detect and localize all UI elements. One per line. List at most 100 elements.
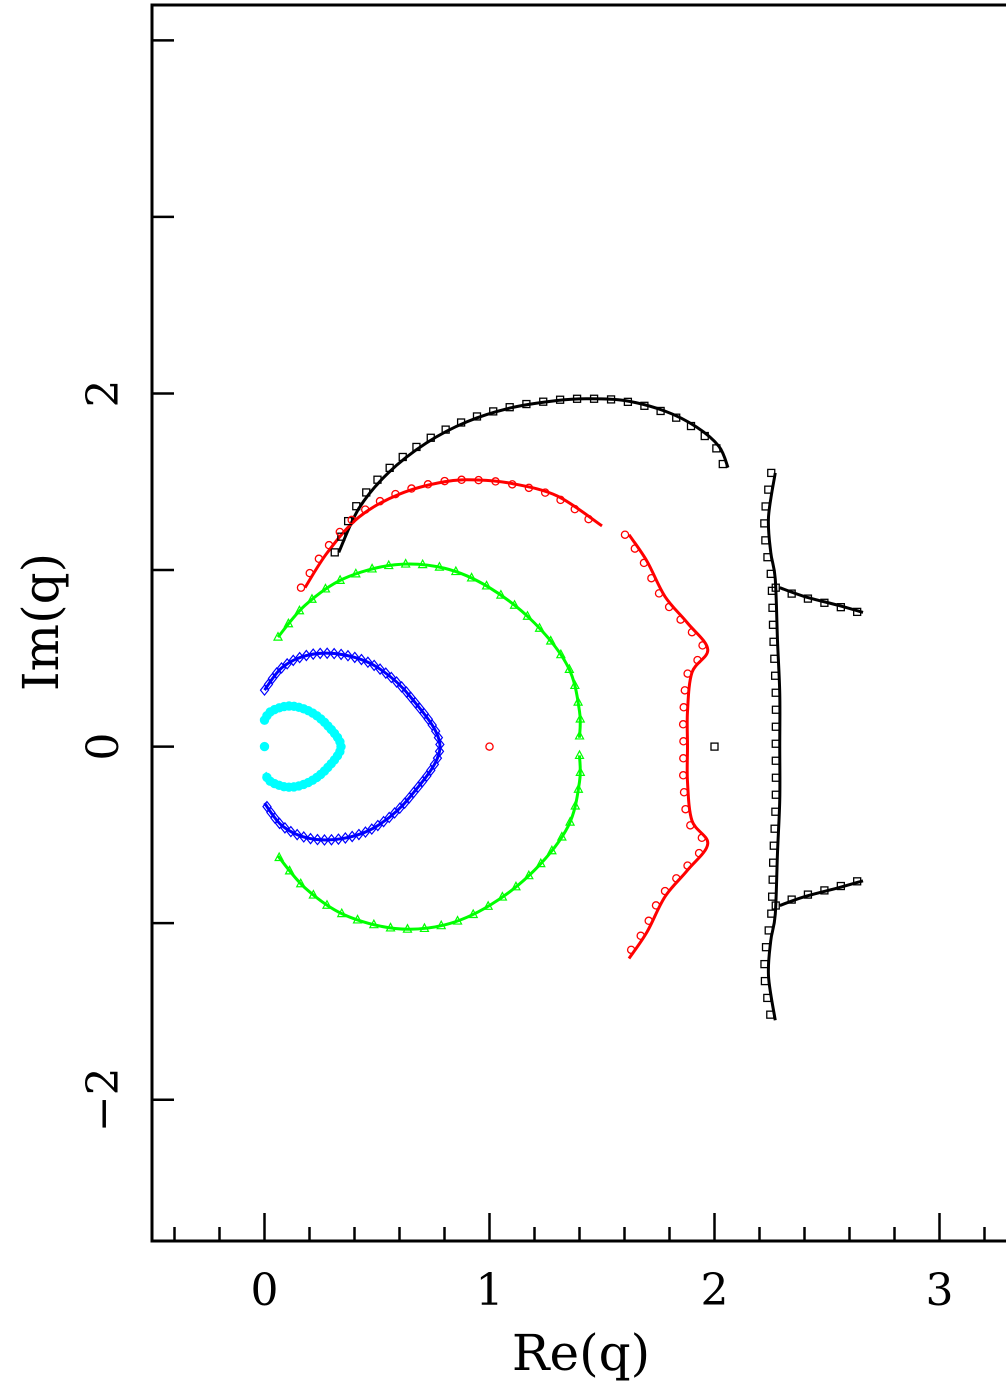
y-axis-title: Im(q): [12, 553, 70, 691]
data-point: [280, 821, 290, 834]
x-tick-label: 3: [926, 1265, 954, 1316]
data-point: [394, 802, 405, 815]
data-point: [441, 425, 450, 434]
data-point: [523, 869, 534, 880]
data-point: [262, 772, 272, 783]
data-point: [556, 831, 567, 841]
data-point: [322, 647, 332, 660]
data-point: [375, 663, 385, 676]
data-point: [306, 593, 317, 603]
data-point: [362, 488, 371, 497]
data-point: [491, 477, 500, 486]
data-point: [474, 475, 483, 485]
x-tick-label: 0: [251, 1265, 279, 1316]
data-point: [324, 540, 334, 550]
data-point: [259, 741, 270, 752]
data-point: [771, 739, 780, 748]
data-point: [771, 901, 780, 910]
data-point: [678, 720, 688, 729]
data-point: [535, 857, 546, 868]
series-markers: [259, 394, 862, 1019]
data-point: [336, 648, 346, 661]
data-point: [381, 667, 391, 680]
data-point: [283, 617, 294, 628]
data-point: [401, 686, 412, 698]
data-point: [389, 807, 400, 819]
data-point: [676, 615, 685, 624]
data-point: [384, 811, 394, 824]
data-point: [679, 788, 689, 797]
data-point: [574, 730, 585, 740]
data-point: [440, 476, 449, 486]
series-line: [337, 397, 730, 553]
data-point: [636, 931, 645, 941]
data-point: [761, 536, 770, 545]
data-point: [312, 833, 323, 846]
data-point: [679, 703, 688, 712]
data-point: [412, 442, 421, 452]
data-point: [694, 848, 704, 858]
data-point: [763, 993, 772, 1003]
data-point: [340, 832, 351, 844]
data-point: [686, 421, 696, 431]
data-point: [770, 824, 779, 833]
data-point: [319, 833, 330, 846]
data-point: [350, 651, 360, 664]
data-point: [787, 895, 796, 904]
data-point: [803, 890, 813, 899]
data-point: [399, 797, 410, 810]
data-point: [768, 603, 777, 612]
data-point: [508, 480, 517, 489]
data-point: [820, 598, 829, 607]
plot-frame: [150, 3, 1006, 1243]
data-point: [402, 923, 413, 933]
data-point: [308, 889, 319, 899]
series-line: [263, 651, 442, 842]
data-point: [366, 823, 377, 836]
data-point: [660, 886, 670, 896]
data-point: [710, 742, 719, 751]
data-point: [391, 676, 402, 688]
data-point: [335, 574, 346, 584]
data-point: [687, 627, 697, 637]
data-point: [286, 825, 296, 838]
data-point: [282, 657, 292, 670]
data-point: [363, 656, 373, 669]
data-point: [623, 397, 633, 406]
data-point: [766, 569, 775, 579]
data-point: [489, 407, 498, 416]
data-point: [644, 916, 653, 926]
data-point: [853, 607, 862, 617]
data-point: [761, 502, 770, 511]
data-point: [495, 589, 506, 599]
data-point: [378, 815, 389, 828]
data-point: [803, 594, 813, 603]
data-point: [347, 515, 356, 525]
data-point: [434, 561, 445, 571]
data-point: [651, 901, 661, 910]
data-point: [630, 544, 640, 553]
data-point: [767, 909, 776, 918]
data-point: [436, 919, 447, 930]
data-point: [510, 881, 521, 891]
y-tick-label: 0: [78, 733, 129, 761]
data-point: [413, 781, 423, 794]
data-point: [336, 907, 347, 918]
data-point: [697, 833, 707, 843]
data-point: [271, 667, 282, 679]
data-point: [361, 505, 370, 514]
data-point: [639, 558, 649, 568]
data-point: [274, 817, 285, 830]
data-point: [294, 605, 305, 615]
data-point: [654, 589, 664, 598]
data-point: [343, 649, 353, 662]
data-point: [315, 647, 325, 660]
data-point: [522, 610, 533, 620]
data-point: [435, 738, 445, 751]
data-point: [672, 413, 681, 422]
data-point: [329, 647, 339, 660]
data-point: [497, 891, 508, 901]
data-point: [574, 749, 585, 760]
data-point: [767, 892, 777, 901]
